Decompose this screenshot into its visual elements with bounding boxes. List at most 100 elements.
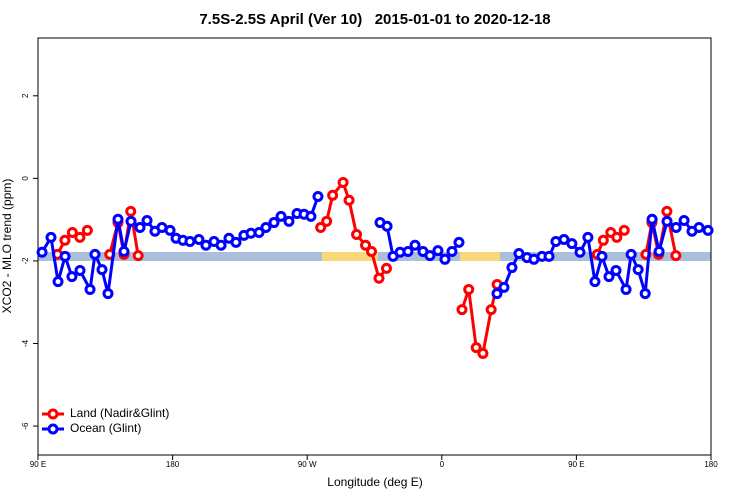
point: [118, 245, 130, 257]
point: [132, 250, 144, 262]
point: [597, 234, 609, 246]
point: [574, 246, 586, 258]
point: [620, 283, 632, 295]
point: [366, 245, 378, 257]
point: [446, 245, 458, 257]
land-band: [460, 252, 500, 261]
point: [184, 236, 196, 248]
point: [66, 226, 78, 238]
point: [381, 220, 393, 232]
point: [315, 222, 327, 234]
point: [456, 304, 468, 316]
point: [343, 194, 355, 206]
point: [409, 239, 421, 251]
point: [66, 271, 78, 283]
x-tick-label: 180: [704, 460, 718, 469]
x-tick-label: 90 E: [568, 460, 584, 469]
point: [558, 233, 570, 245]
y-tick-label: -2: [21, 257, 30, 265]
point: [275, 210, 287, 222]
point: [625, 248, 637, 260]
x-tick-label: 90 W: [298, 460, 317, 469]
x-tick-label: 0: [440, 460, 445, 469]
point: [253, 226, 265, 238]
point: [312, 191, 324, 203]
point: [74, 264, 86, 276]
y-tick-label: 0: [21, 176, 30, 181]
point: [268, 217, 280, 229]
point: [45, 231, 57, 243]
x-tick-label: 180: [166, 460, 180, 469]
point: [141, 214, 153, 226]
point: [589, 276, 601, 288]
point: [164, 224, 176, 236]
point: [513, 248, 525, 260]
point: [84, 283, 96, 295]
point: [125, 215, 137, 227]
point: [424, 250, 436, 262]
point: [337, 177, 349, 189]
legend-label: Ocean (Glint): [70, 421, 141, 435]
point: [611, 231, 623, 243]
point: [439, 253, 451, 265]
point: [582, 231, 594, 243]
point: [485, 304, 497, 316]
land-ocean-band: [38, 252, 711, 261]
point: [603, 271, 615, 283]
point: [305, 210, 317, 222]
point: [678, 214, 690, 226]
point: [125, 205, 137, 217]
series-line: [56, 179, 678, 357]
y-tick-label: 2: [21, 93, 30, 98]
point: [59, 234, 71, 246]
point: [491, 288, 503, 300]
point: [102, 288, 114, 300]
land-band: [322, 252, 378, 261]
point: [112, 213, 124, 225]
legend-marker: [47, 408, 59, 420]
point: [96, 264, 108, 276]
plot-frame: [37, 37, 712, 456]
point: [646, 213, 658, 225]
point: [373, 272, 385, 284]
point: [351, 229, 363, 241]
point: [215, 239, 227, 251]
point: [498, 281, 510, 293]
point: [380, 262, 392, 274]
point: [596, 250, 608, 262]
point: [661, 205, 673, 217]
point: [283, 215, 295, 227]
point: [632, 264, 644, 276]
point: [470, 342, 482, 354]
point: [670, 250, 682, 262]
point: [59, 250, 71, 262]
point: [670, 222, 682, 234]
point: [321, 215, 333, 227]
point: [81, 224, 93, 236]
legend-marker: [47, 423, 59, 435]
point: [566, 238, 578, 250]
legend-label: Land (Nadir&Glint): [70, 406, 169, 420]
point: [506, 262, 518, 274]
point: [89, 248, 101, 260]
point: [639, 288, 651, 300]
point: [543, 250, 555, 262]
y-tick-label: -6: [21, 422, 30, 430]
point: [200, 239, 212, 251]
y-tick-label: -4: [21, 339, 30, 347]
point: [432, 245, 444, 257]
y-axis-label: XCO2 - MLO trend (ppm): [0, 179, 14, 314]
point: [260, 222, 272, 234]
x-tick-label: 90 E: [30, 460, 46, 469]
point: [360, 239, 372, 251]
point: [610, 264, 622, 276]
point: [74, 231, 86, 243]
point: [327, 189, 339, 201]
point: [618, 224, 630, 236]
point: [402, 245, 414, 257]
point: [702, 224, 714, 236]
point: [193, 233, 205, 245]
chart-title: 7.5S-2.5S April (Ver 10) 2015-01-01 to 2…: [199, 11, 550, 28]
point: [453, 236, 465, 248]
